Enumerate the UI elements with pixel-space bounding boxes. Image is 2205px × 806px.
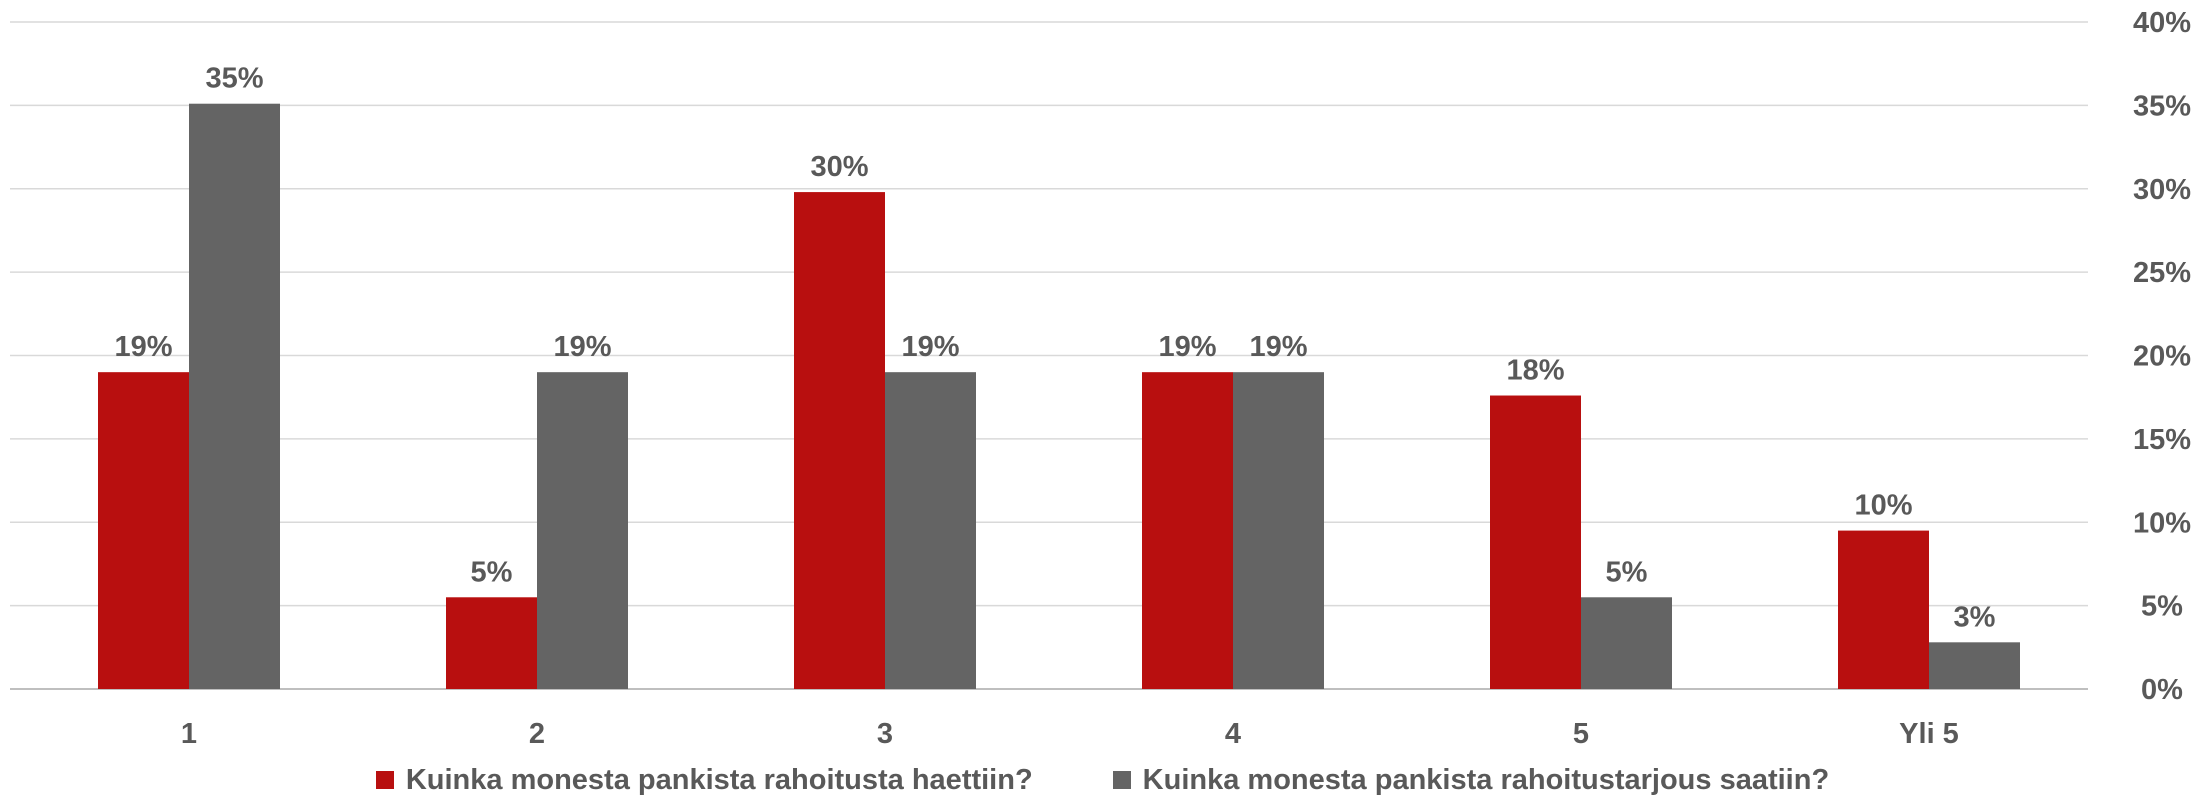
bar-haettiin (1838, 530, 1929, 689)
x-tick-label: Yli 5 (1899, 718, 1959, 750)
y-tick-label: 0% (2141, 674, 2183, 706)
bar-saatiin (1929, 642, 2020, 689)
bar-saatiin (1233, 372, 1324, 689)
bar-saatiin (189, 103, 280, 689)
data-label: 19% (1249, 331, 1307, 363)
data-label: 19% (553, 331, 611, 363)
bar-haettiin (1142, 372, 1233, 689)
legend-swatch-red (375, 771, 394, 789)
data-label: 19% (1158, 331, 1216, 363)
x-tick-label: 1 (181, 718, 197, 750)
x-tick-label: 2 (529, 718, 545, 750)
legend-item-series-1: Kuinka monesta pankista rahoitusta haett… (375, 763, 1033, 797)
data-label: 5% (1606, 556, 1648, 588)
bar-saatiin (885, 372, 976, 689)
y-tick-label: 30% (2133, 174, 2191, 206)
y-tick-label: 15% (2133, 424, 2191, 456)
bar-haettiin (794, 192, 885, 689)
legend: Kuinka monesta pankista rahoitusta haett… (0, 760, 2205, 800)
legend-label-series-1: Kuinka monesta pankista rahoitusta haett… (405, 763, 1033, 796)
y-tick-label: 35% (2133, 90, 2191, 122)
legend-swatch-gray (1112, 771, 1131, 789)
y-tick-label: 25% (2133, 257, 2191, 289)
bar-chart: 0% 5% 10% 15% 20% 25% 30% 35% 40% 1 2 3 4 5 Yli 5 19% 5%… (10, 7, 2191, 750)
bar-haettiin (98, 372, 189, 689)
legend-item-series-2: Kuinka monesta pankista rahoitustarjous … (1112, 763, 1830, 797)
y-tick-label: 5% (2141, 591, 2183, 623)
bar-saatiin (1581, 597, 1672, 689)
y-tick-label: 20% (2133, 341, 2191, 373)
data-label: 30% (810, 151, 868, 183)
data-label: 35% (205, 63, 263, 95)
y-tick-label: 10% (2133, 507, 2191, 539)
data-label: 19% (901, 331, 959, 363)
data-label: 18% (1506, 355, 1564, 387)
data-label: 3% (1954, 601, 1996, 633)
data-label: 19% (114, 331, 172, 363)
bar-saatiin (537, 372, 628, 689)
y-tick-label: 40% (2133, 7, 2191, 39)
bar-haettiin (1490, 395, 1581, 689)
x-tick-label: 3 (877, 718, 893, 750)
bar-haettiin (446, 597, 537, 689)
x-tick-label: 5 (1573, 718, 1589, 750)
legend-label-series-2: Kuinka monesta pankista rahoitustarjous … (1142, 763, 1830, 796)
data-label: 5% (471, 556, 513, 588)
x-tick-label: 4 (1225, 718, 1241, 750)
data-label: 10% (1854, 490, 1912, 522)
